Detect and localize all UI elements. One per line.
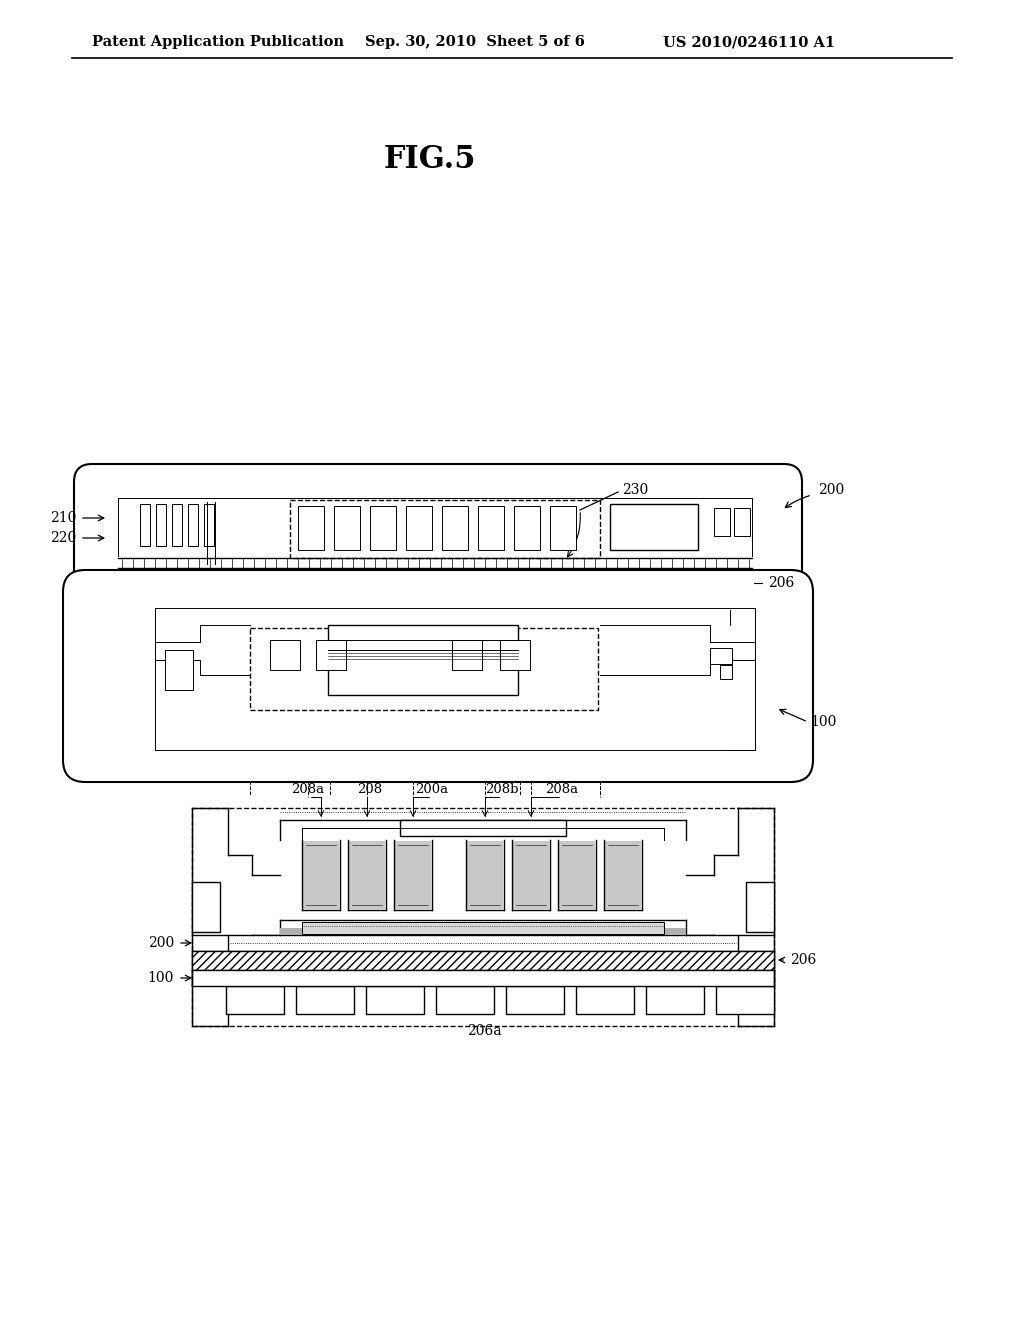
Bar [442,506,468,550]
Bar [298,506,324,550]
Bar [395,841,431,909]
Bar [734,508,750,536]
Text: 200a: 200a [416,783,449,796]
Bar [610,504,698,550]
Text: 208a: 208a [292,783,325,796]
Text: 200: 200 [818,483,844,498]
Bar [746,882,774,932]
Text: 206: 206 [768,576,795,590]
Bar [720,665,732,678]
Bar [406,506,432,550]
Bar [400,820,566,836]
Text: 208a: 208a [546,783,579,796]
Bar [334,506,360,550]
Text: 220: 220 [50,531,76,545]
Bar [316,640,346,671]
Bar [506,986,564,1014]
Bar [193,882,220,932]
Bar [714,508,730,536]
Text: 206a: 206a [467,1024,502,1038]
Bar [250,628,598,710]
Bar [513,841,549,909]
Bar [349,841,385,909]
Bar [228,935,738,950]
Bar [436,986,494,1014]
Bar [478,506,504,550]
Text: 100: 100 [147,972,174,985]
Bar [366,986,424,1014]
Bar [514,506,540,550]
Text: Sep. 30, 2010  Sheet 5 of 6: Sep. 30, 2010 Sheet 5 of 6 [365,36,585,49]
Bar [550,506,575,550]
Text: Patent Application Publication: Patent Application Publication [92,36,344,49]
Text: 208b: 208b [485,783,519,796]
Bar [226,986,284,1014]
Bar [302,921,664,935]
Text: 230: 230 [622,483,648,498]
Text: 206: 206 [790,953,816,968]
Bar [290,500,600,558]
Bar [270,640,300,671]
Bar [193,970,774,986]
Bar [193,950,774,970]
Bar [575,986,634,1014]
Bar [646,986,705,1014]
FancyBboxPatch shape [63,570,813,781]
Bar [452,640,482,671]
FancyBboxPatch shape [74,465,802,591]
Bar [328,624,518,696]
Bar [303,841,339,909]
Text: FIG.5: FIG.5 [384,144,476,176]
Bar [140,504,150,546]
Bar [165,649,193,690]
Bar [467,841,503,909]
Bar [193,808,774,1026]
Bar [156,504,166,546]
Bar [710,648,732,664]
Text: 210: 210 [49,511,76,525]
Bar [296,986,354,1014]
Bar [172,504,182,546]
Text: US 2010/0246110 A1: US 2010/0246110 A1 [663,36,836,49]
Text: 208: 208 [357,783,383,796]
Text: 100: 100 [810,715,837,729]
Bar [204,504,214,546]
Bar [370,506,396,550]
Bar [500,640,530,671]
Bar [188,504,198,546]
Text: 200: 200 [147,936,174,950]
Bar [280,928,686,935]
Bar [559,841,595,909]
Bar [716,986,774,1014]
Bar [605,841,641,909]
